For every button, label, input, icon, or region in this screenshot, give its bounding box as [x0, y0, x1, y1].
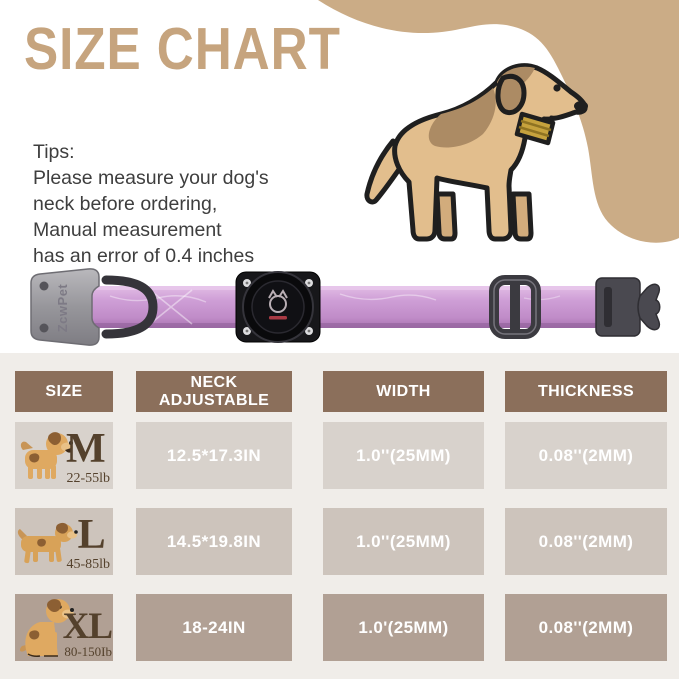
- header-neck-adjustable: NECK ADJUSTABLE: [136, 371, 292, 412]
- size-weight: 22-55lb: [66, 471, 110, 486]
- thickness-cell: 0.08''(2MM): [505, 594, 667, 661]
- tips-line: Please measure your dog's: [33, 167, 269, 189]
- neck-cell: 18-24IN: [136, 594, 292, 661]
- dog-icon-large: [17, 522, 78, 564]
- collar-d-ring: [101, 275, 158, 339]
- tips-line: neck before ordering,: [33, 193, 218, 215]
- dog-icon-medium: [20, 432, 73, 479]
- size-cell-l: L 45-85lb: [15, 508, 113, 575]
- dog-nose: [574, 101, 588, 111]
- buckle-brand-text: ZcwPet: [55, 284, 70, 333]
- collar-buckle: ZcwPet: [30, 268, 100, 346]
- size-weight: 80-150Ib: [64, 644, 112, 659]
- airtag-emblem: [268, 289, 288, 320]
- thickness-cell: 0.08''(2MM): [505, 422, 667, 489]
- width-cell: 1.0''(25MM): [323, 508, 484, 575]
- page-title: SIZE CHART: [24, 15, 341, 83]
- dog-collar-band: [514, 111, 556, 146]
- neck-cell: 14.5*19.8IN: [136, 508, 292, 575]
- size-cell-m: M 22-55lb: [15, 422, 113, 489]
- width-cell: 1.0'(25MM): [323, 594, 484, 661]
- thickness-cell: 0.08''(2MM): [505, 508, 667, 575]
- header-width: WIDTH: [323, 371, 484, 412]
- size-cell-xl: XL 80-150Ib: [15, 594, 113, 661]
- tips-line: Manual measurement: [33, 219, 222, 241]
- tips-heading: Tips:: [33, 141, 75, 163]
- tips-line: has an error of 0.4 inches: [33, 245, 255, 267]
- dog-ear: [495, 73, 527, 116]
- size-letter: L: [77, 512, 106, 558]
- collar-product-image: ZcwPet: [30, 268, 661, 346]
- collar-slide-adjuster: [489, 275, 541, 339]
- dog-back-patch: [428, 88, 496, 148]
- dog-icon-xlarge: [19, 599, 74, 657]
- collar-strap: [92, 286, 602, 328]
- size-letter: XL: [62, 606, 113, 647]
- width-cell: 1.0''(25MM): [323, 422, 484, 489]
- size-weight: 45-85lb: [66, 557, 110, 572]
- header-thickness: THICKNESS: [505, 371, 667, 412]
- decorative-blob: [318, 0, 679, 243]
- dog-illustration: [364, 63, 588, 242]
- neck-cell: 12.5*17.3IN: [136, 422, 292, 489]
- header-size: SIZE: [15, 371, 113, 412]
- size-letter: M: [65, 426, 106, 472]
- airtag-holder: [235, 271, 321, 343]
- collar-clasp: [595, 277, 661, 337]
- dog-eye: [553, 84, 561, 92]
- tips-note: Tips: Please measure your dog's neck bef…: [33, 139, 269, 269]
